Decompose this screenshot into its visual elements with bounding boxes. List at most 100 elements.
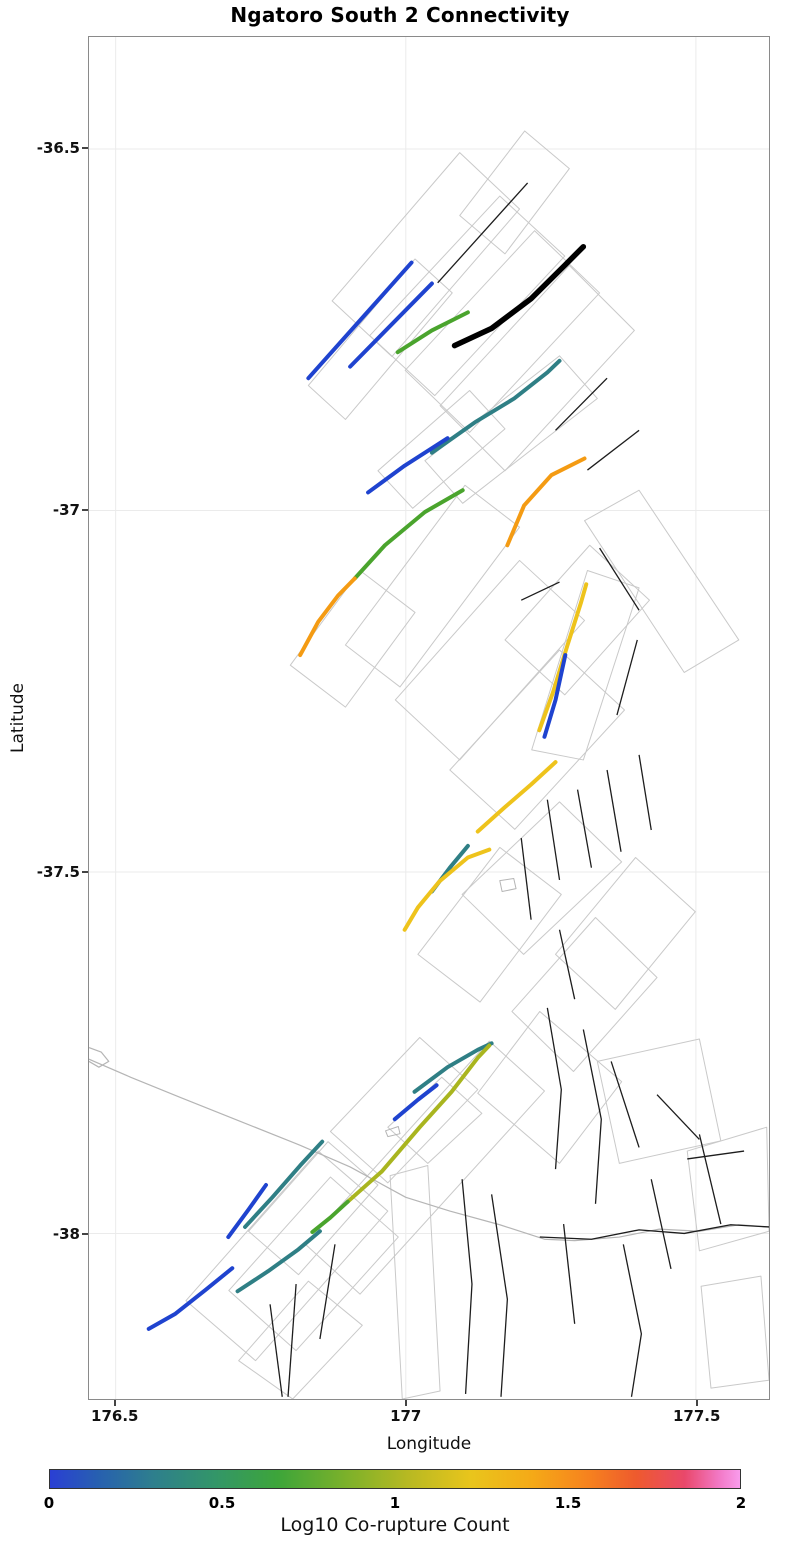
fault-outline — [555, 856, 696, 1010]
y-tick-label: -38 — [52, 1225, 80, 1244]
co-rupture-segment — [146, 1266, 235, 1331]
fault-outline — [389, 1165, 441, 1399]
co-rupture-segment — [226, 1183, 268, 1240]
co-rupture-segment — [298, 576, 357, 658]
fault-trace — [546, 799, 561, 881]
colorbar-label: Log10 Co-rupture Count — [280, 1514, 510, 1536]
fault-outline — [417, 846, 562, 1003]
fault-trace — [555, 377, 608, 431]
fault-outline — [394, 559, 586, 761]
x-tick-mark — [404, 1400, 407, 1406]
fault-trace — [582, 1029, 602, 1204]
fault-trace — [520, 581, 560, 601]
fault-trace — [461, 1179, 473, 1394]
fault-trace — [606, 769, 622, 852]
x-tick-mark — [113, 1400, 116, 1406]
fault-trace — [437, 182, 529, 284]
plot-area — [88, 36, 770, 1400]
fault-outline — [531, 570, 640, 761]
colorbar-tick-label: 1.5 — [554, 1494, 582, 1512]
colorbar — [49, 1469, 741, 1489]
fault-trace — [587, 429, 640, 471]
co-rupture-segment — [402, 847, 492, 932]
fault-trace — [599, 547, 640, 611]
y-tick-label: -37 — [52, 501, 80, 520]
coastline — [89, 1058, 769, 1242]
co-rupture-segment — [475, 760, 558, 834]
colorbar-tick-label: 1 — [389, 1494, 401, 1512]
x-tick-label: 177 — [390, 1407, 422, 1425]
colorbar-tick-label: 0 — [43, 1494, 55, 1512]
coastline — [89, 1047, 110, 1068]
x-axis-label: Longitude — [386, 1434, 472, 1454]
fault-outline — [459, 130, 570, 255]
co-rupture-segment — [366, 436, 450, 495]
fault-outline — [329, 1037, 479, 1184]
fault-outline — [377, 389, 506, 509]
fault-trace — [576, 789, 593, 868]
fault-trace — [562, 1223, 576, 1324]
co-rupture-segment — [345, 1043, 492, 1204]
fault-outline — [461, 801, 623, 955]
fault-trace — [687, 1150, 745, 1160]
map-canvas — [89, 37, 769, 1399]
fault-trace — [638, 754, 652, 831]
fault-trace — [287, 1284, 297, 1397]
fault-outline — [369, 195, 566, 397]
fault-outline — [439, 264, 635, 472]
fault-outline — [504, 544, 650, 696]
y-tick-mark — [82, 871, 88, 874]
co-rupture-segment — [412, 1041, 494, 1094]
fault-trace — [610, 1061, 640, 1148]
x-tick-mark — [695, 1400, 698, 1406]
colorbar-tick-label: 0.5 — [208, 1494, 236, 1512]
island-outline — [499, 877, 517, 893]
fault-outline — [289, 570, 416, 708]
fault-trace — [490, 1194, 509, 1397]
fault-trace — [650, 1179, 672, 1270]
y-axis-label: Latitude — [8, 683, 28, 753]
fault-trace — [616, 639, 638, 716]
fault-outline — [584, 489, 740, 673]
fault-trace — [539, 1224, 769, 1240]
co-rupture-segment — [243, 1139, 325, 1229]
co-rupture-segment — [542, 653, 568, 739]
fault-trace — [520, 837, 532, 920]
fault-outline — [404, 230, 601, 433]
fault-outline — [304, 1040, 545, 1295]
co-rupture-segment — [395, 310, 470, 355]
co-rupture-segment — [235, 1229, 322, 1294]
co-rupture-segment — [392, 1083, 439, 1122]
island-outline — [385, 1126, 401, 1138]
fault-outline — [185, 1150, 389, 1362]
fault-outline — [511, 917, 658, 1072]
chart-title: Ngatoro South 2 Connectivity — [230, 3, 570, 27]
fault-outline — [344, 484, 521, 688]
co-rupture-segment — [429, 358, 562, 455]
y-tick-label: -36.5 — [36, 139, 80, 158]
fault-trace — [656, 1094, 700, 1140]
fault-trace — [698, 1134, 722, 1225]
fault-outline — [686, 1126, 769, 1252]
fault-outline — [424, 355, 598, 504]
fault-outline — [477, 1010, 623, 1164]
fault-trace — [558, 929, 576, 1000]
co-rupture-segment — [306, 260, 414, 381]
co-rupture-segment — [537, 582, 589, 733]
fault-outline — [449, 649, 626, 830]
y-tick-label: -37.5 — [36, 863, 80, 882]
fault-outline — [700, 1275, 769, 1389]
fault-trace — [546, 1007, 562, 1170]
fault-trace — [319, 1244, 336, 1340]
colorbar-tick-label: 2 — [735, 1494, 747, 1512]
y-tick-mark — [82, 147, 88, 150]
co-rupture-segment — [348, 281, 434, 369]
x-tick-label: 176.5 — [91, 1407, 139, 1425]
x-tick-label: 177.5 — [672, 1407, 721, 1425]
y-tick-mark — [82, 509, 88, 512]
fault-trace — [269, 1304, 283, 1397]
fault-outline — [238, 1280, 363, 1399]
target-fault — [451, 243, 587, 349]
co-rupture-segment — [352, 488, 465, 581]
